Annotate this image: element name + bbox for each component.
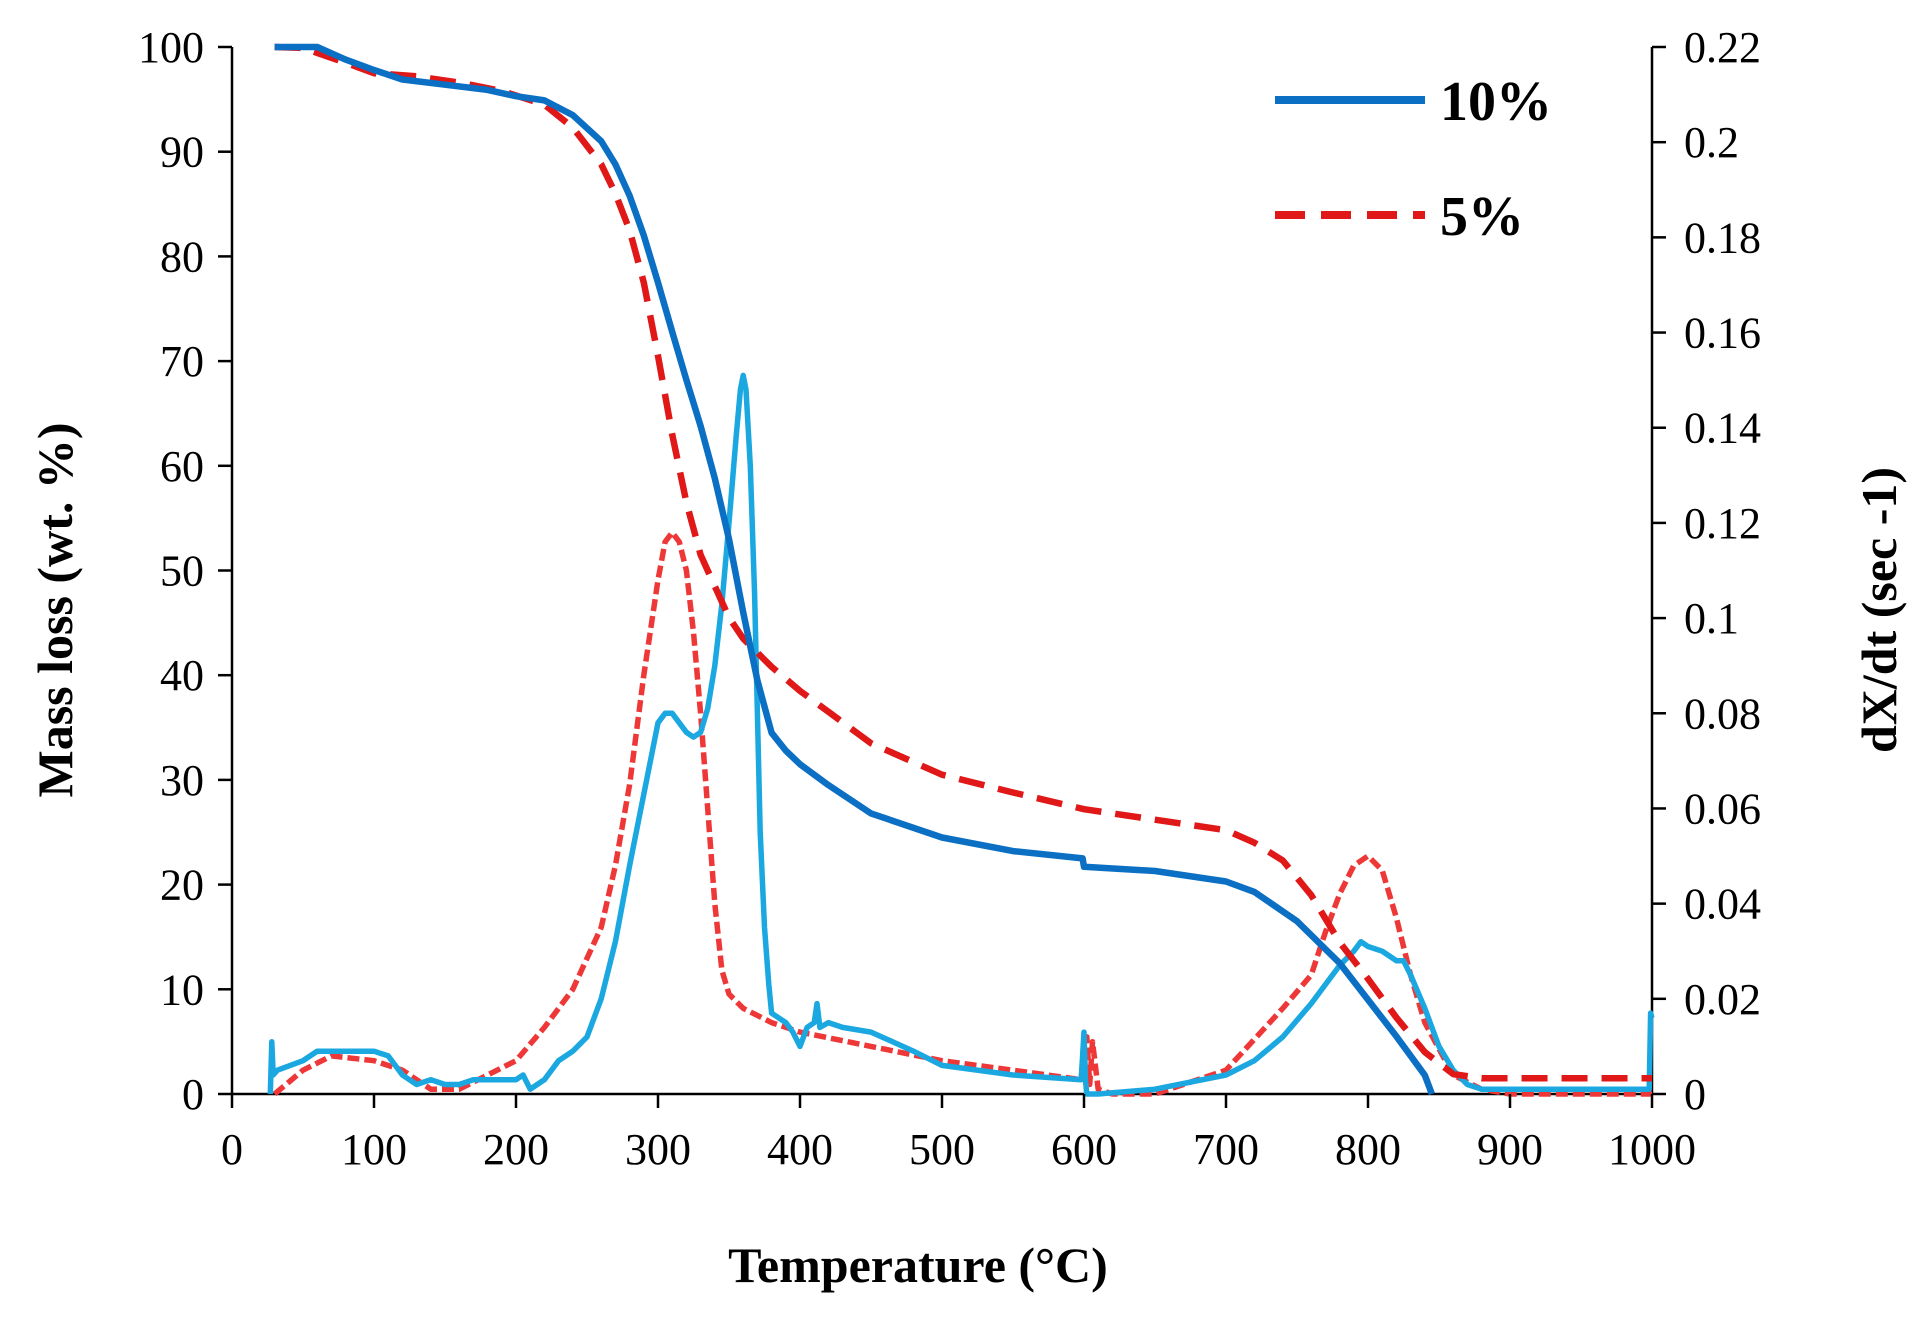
x-tick-label: 600: [1051, 1125, 1117, 1174]
left-y-axis-title: Mass loss (wt. %): [27, 423, 83, 798]
x-tick-label: 0: [221, 1125, 243, 1174]
right-y-tick-label: 0.14: [1684, 404, 1761, 453]
right-y-tick-label: 0.06: [1684, 784, 1761, 833]
series-dtg-10pct: [267, 372, 1655, 1097]
right-y-tick-label: 0.1: [1684, 594, 1739, 643]
left-y-tick-label: 40: [160, 651, 204, 700]
right-y-tick-label: 0.22: [1684, 23, 1761, 72]
legend-label-5pct: 5%: [1440, 186, 1524, 248]
left-y-tick-label: 20: [160, 861, 204, 910]
x-tick-label: 100: [341, 1125, 407, 1174]
left-y-tick-label: 60: [160, 442, 204, 491]
x-tick-label: 900: [1477, 1125, 1543, 1174]
x-axis-title: Temperature (°C): [728, 1237, 1108, 1293]
right-y-tick-label: 0.16: [1684, 309, 1761, 358]
legend-label-10pct: 10%: [1440, 71, 1552, 133]
left-y-tick-label: 90: [160, 128, 204, 177]
x-tick-label: 400: [767, 1125, 833, 1174]
right-y-tick-label: 0.2: [1684, 118, 1739, 167]
right-y-tick-label: 0.04: [1684, 880, 1761, 929]
x-tick-label: 300: [625, 1125, 691, 1174]
right-y-tick-label: 0.12: [1684, 499, 1761, 548]
left-y-tick-label: 50: [160, 547, 204, 596]
x-tick-label: 200: [483, 1125, 549, 1174]
left-y-tick-label: 0: [182, 1070, 204, 1119]
x-tick-label: 1000: [1608, 1125, 1696, 1174]
x-tick-label: 700: [1193, 1125, 1259, 1174]
left-y-tick-label: 100: [138, 23, 204, 72]
x-tick-label: 800: [1335, 1125, 1401, 1174]
left-y-tick-label: 80: [160, 232, 204, 281]
right-y-tick-label: 0: [1684, 1070, 1706, 1119]
series-dtg-5pct: [272, 529, 1652, 1097]
right-y-tick-label: 0.08: [1684, 689, 1761, 738]
right-y-axis-title: dX/dt (sec -1): [1851, 467, 1907, 753]
right-y-tick-label: 0.18: [1684, 213, 1761, 262]
series-mass-10pct: [274, 43, 1435, 1096]
left-y-tick-label: 30: [160, 756, 204, 805]
x-tick-label: 500: [909, 1125, 975, 1174]
left-y-tick-label: 10: [160, 965, 204, 1014]
left-y-tick-label: 70: [160, 337, 204, 386]
right-y-tick-label: 0.02: [1684, 975, 1761, 1024]
